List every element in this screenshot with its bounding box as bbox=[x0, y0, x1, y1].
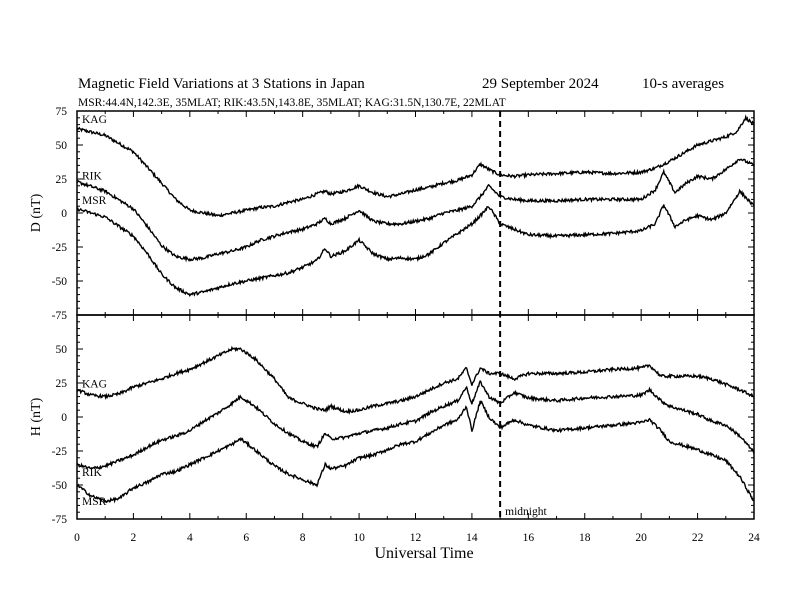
panel-frame bbox=[76, 314, 755, 520]
panel-d: -75 -50 -25 0 25 50 75 D (nT) KAG RIK MSR bbox=[29, 106, 755, 322]
x-tick-label: 14 bbox=[466, 532, 478, 544]
y-axis-label: H (nT) bbox=[29, 397, 44, 436]
y-tick-label: 50 bbox=[56, 344, 68, 356]
y-tick-label: 50 bbox=[56, 140, 68, 152]
x-tick-label: 18 bbox=[579, 532, 591, 544]
y-tick-label: 25 bbox=[56, 378, 68, 390]
series-line-msr bbox=[76, 188, 755, 298]
chart-date: 29 September 2024 bbox=[482, 76, 599, 92]
x-tick-label: 0 bbox=[74, 532, 80, 544]
x-tick-label: 24 bbox=[748, 532, 760, 544]
series-label-kag: KAG bbox=[82, 379, 107, 391]
panel-h: -75 -50 -25 0 25 50 H (nT) KAG RIK MSR bbox=[29, 314, 755, 526]
x-tick-label: 10 bbox=[353, 532, 365, 544]
stations-subtitle: MSR:44.4N,142.3E, 35MLAT; RIK:43.5N,143.… bbox=[78, 97, 506, 109]
x-tick-label: 22 bbox=[692, 532, 704, 544]
series-line-rik bbox=[76, 158, 755, 263]
x-axis-title: Universal Time bbox=[374, 545, 473, 562]
series-line-msr bbox=[76, 400, 755, 504]
y-tick-label: -50 bbox=[52, 480, 68, 492]
y-tick-label: 25 bbox=[56, 174, 68, 186]
midnight-label: midnight bbox=[505, 506, 547, 518]
chart-title: Magnetic Field Variations at 3 Stations … bbox=[78, 76, 365, 92]
series-label-rik: RIK bbox=[82, 467, 103, 479]
averaging-label: 10-s averages bbox=[642, 76, 724, 92]
series-label-msr: MSR bbox=[82, 195, 107, 207]
x-tick-label: 12 bbox=[410, 532, 422, 544]
x-tick-label: 20 bbox=[635, 532, 647, 544]
panel-frame bbox=[76, 110, 755, 316]
series-line-kag bbox=[76, 345, 755, 415]
x-tick-label: 2 bbox=[131, 532, 137, 544]
y-tick-label: -75 bbox=[52, 310, 68, 322]
y-tick-label: 0 bbox=[61, 412, 67, 424]
series-label-msr: MSR bbox=[82, 496, 107, 508]
series-label-rik: RIK bbox=[82, 170, 103, 182]
x-axis: 0 2 4 6 8 10 12 14 16 18 20 22 24 bbox=[74, 532, 760, 544]
y-tick-label: -25 bbox=[52, 446, 68, 458]
series-line-kag bbox=[76, 114, 755, 218]
x-tick-label: 4 bbox=[187, 532, 193, 544]
x-tick-label: 16 bbox=[523, 532, 535, 544]
series-label-kag: KAG bbox=[82, 114, 107, 126]
y-axis-label: D (nT) bbox=[29, 193, 44, 232]
y-tick-label: -50 bbox=[52, 276, 68, 288]
y-tick-label: 75 bbox=[56, 106, 68, 118]
y-tick-label: -75 bbox=[52, 514, 68, 526]
series-line-rik bbox=[76, 379, 755, 470]
x-tick-label: 8 bbox=[300, 532, 306, 544]
y-tick-label: -25 bbox=[52, 242, 68, 254]
x-tick-label: 6 bbox=[243, 532, 249, 544]
y-tick-label: 0 bbox=[61, 208, 67, 220]
